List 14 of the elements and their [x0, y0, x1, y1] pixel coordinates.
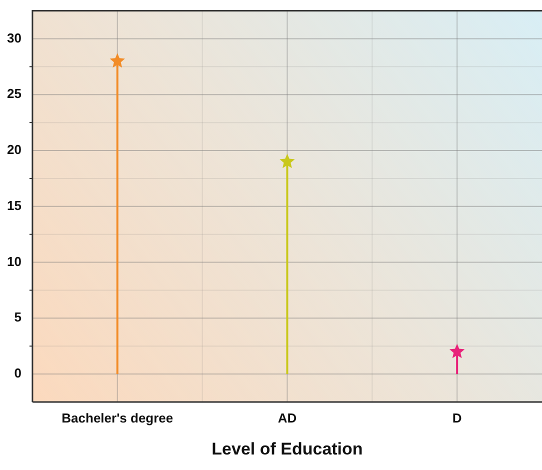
- y-tick-label: 5: [14, 310, 22, 325]
- point: [110, 53, 125, 68]
- y-tick-label: 30: [6, 30, 22, 46]
- x-tick-label: D: [452, 410, 462, 426]
- y-tick-label: 20: [6, 142, 22, 158]
- point: [280, 154, 295, 168]
- x-axis-title: Level of Education: [212, 439, 363, 458]
- y-tick-label: 0: [14, 366, 22, 381]
- point: [449, 344, 465, 358]
- x-tick-label: Bacheler's degree: [62, 410, 174, 426]
- x-tick-label: AD: [278, 410, 297, 426]
- y-tick-label: 15: [6, 198, 22, 213]
- y-tick-label: 10: [6, 254, 22, 269]
- y-tick-label: 25: [6, 86, 22, 102]
